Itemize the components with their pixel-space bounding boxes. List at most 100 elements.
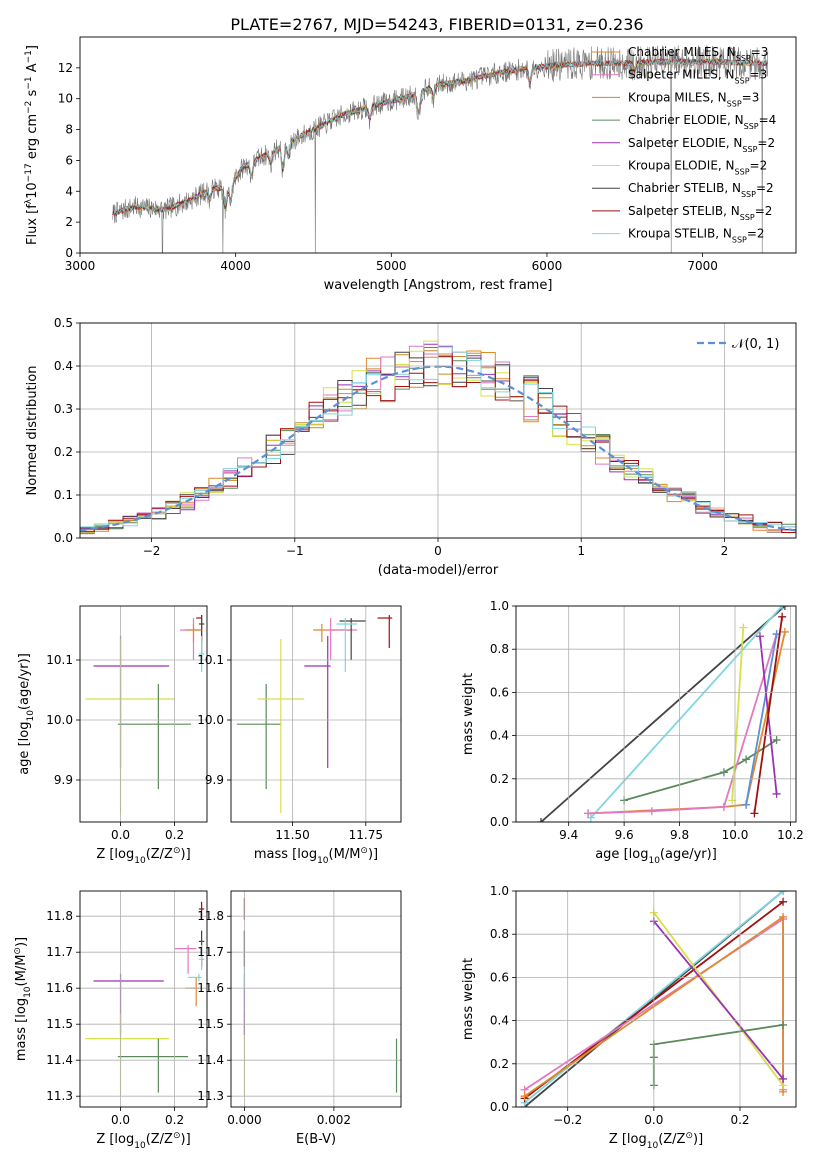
mass-vs-ebv-panel: 0.000 0.002 11.3 11.4 11.5 11.6 11.7 11.8 E(B-V) xyxy=(197,890,402,1147)
y-tick-label: 1.0 xyxy=(490,884,509,898)
y-tick-label: 0.0 xyxy=(490,1100,509,1114)
y-tick-label: 0.4 xyxy=(490,729,509,743)
x-axis-label-part: (age/yr)] xyxy=(660,847,717,862)
x-tick-label: 10.0 xyxy=(722,828,749,842)
x-axis-label: mass [log10(M/M⊙)] xyxy=(254,846,378,866)
y-axis-label-part: λ xyxy=(24,198,34,204)
y-tick-label: 8 xyxy=(65,123,73,137)
legend-suffix: =4 xyxy=(759,113,777,127)
legend-suffix: =3 xyxy=(750,68,768,82)
legend-suffix: =2 xyxy=(756,181,774,195)
x-axis-label: E(B-V) xyxy=(296,1132,336,1147)
x-tick-label: 9.6 xyxy=(615,828,634,842)
y-axis-label-part: (age/yr)] xyxy=(17,653,32,710)
y-tick-label: 11.3 xyxy=(197,1089,224,1103)
x-tick-label: 7000 xyxy=(687,259,718,273)
y-axis-label-part: −2 xyxy=(24,101,34,114)
x-tick-label: 1 xyxy=(577,544,585,558)
x-axis-label-part: (M/M xyxy=(329,847,361,862)
legend-name: Chabrier STELIB, N xyxy=(628,181,741,195)
legend-suffix: =3 xyxy=(751,45,769,59)
weight-marker xyxy=(779,1020,788,1029)
weight-vs-metallicity-panel: −0.2 0.0 0.2 0.0 0.2 0.4 0.6 0.8 1.0 Z [log10(Z/Z… xyxy=(461,884,797,1151)
weight-line xyxy=(588,633,778,815)
x-axis-label-part: 10 xyxy=(134,1141,146,1151)
weight-marker xyxy=(779,1074,788,1083)
y-axis-label-part: age [log xyxy=(17,722,32,775)
x-axis-label-part: 10 xyxy=(648,856,660,866)
weight-line xyxy=(653,920,784,1080)
x-tick-label: 0.0 xyxy=(111,828,130,842)
x-axis-label-part: )] xyxy=(693,1132,703,1147)
y-tick-label: 11.4 xyxy=(197,1053,224,1067)
y-tick-label: 0.2 xyxy=(54,445,73,459)
legend-entry: Chabrier ELODIE, NSSP=4 xyxy=(628,113,776,131)
legend-entry: Salpeter ELODIE, NSSP=2 xyxy=(628,136,775,154)
weight-marker xyxy=(778,612,787,621)
axes-frame xyxy=(79,890,208,1108)
plot-area xyxy=(112,45,769,253)
weight-marker xyxy=(772,789,781,798)
legend-name: Salpeter ELODIE, N xyxy=(628,136,742,150)
legend-sub: SSP xyxy=(740,212,755,221)
x-tick-label: 0.2 xyxy=(165,828,184,842)
x-axis-label: (data-model)/error xyxy=(378,563,499,578)
x-axis-label: Z [log10(Z/Z⊙)] xyxy=(96,846,190,866)
x-axis-label-part: age [log xyxy=(595,847,648,862)
axes-frame xyxy=(230,890,402,1108)
x-tick-label: 0.002 xyxy=(317,1113,351,1127)
y-axis-label: mass [log10(M/M⊙)] xyxy=(13,937,33,1061)
residuals-panel: −2 −1 0 1 2 0.0 0.1 0.2 0.3 0.4 0.5 (data-model)/er… xyxy=(25,316,797,578)
axes-frame xyxy=(515,605,797,823)
observed-spectrum-line xyxy=(112,45,769,253)
x-tick-label: 6000 xyxy=(532,259,563,273)
y-tick-label: 11.8 xyxy=(46,909,73,923)
y-axis-label-part: A xyxy=(25,63,40,76)
x-axis-label-part: 10 xyxy=(134,856,146,866)
x-tick-label: 0.000 xyxy=(227,1113,261,1127)
x-axis-label-part: 10 xyxy=(647,1141,659,1151)
y-axis-label: Normed distribution xyxy=(25,366,40,496)
figure-title: PLATE=2767, MJD=54243, FIBERID=0131, z=0… xyxy=(230,15,643,34)
weight-vs-age-panel: 9.4 9.6 9.8 10.0 10.2 0.0 0.2 0.4 0.6 0.8 1.0 age [… xyxy=(461,599,804,866)
x-tick-label: 11.50 xyxy=(275,828,309,842)
legend-suffix: =2 xyxy=(747,227,765,241)
weight-line xyxy=(753,616,783,814)
y-tick-label: 0.6 xyxy=(490,685,509,699)
weight-line xyxy=(540,606,786,822)
y-tick-label: 11.7 xyxy=(197,945,224,959)
y-axis-label-part: 10 xyxy=(25,182,40,199)
legend-sub: SSP xyxy=(727,99,742,108)
x-tick-label: 2 xyxy=(721,544,729,558)
y-tick-label: 0.1 xyxy=(54,488,73,502)
x-tick-label: 5000 xyxy=(376,259,407,273)
weight-marker xyxy=(739,623,748,632)
x-tick-label: 4000 xyxy=(220,259,251,273)
y-tick-label: 0.6 xyxy=(490,970,509,984)
y-tick-label: 11.5 xyxy=(46,1017,73,1031)
y-tick-label: 11.5 xyxy=(197,1017,224,1031)
x-tick-label: −0.2 xyxy=(553,1113,582,1127)
x-tick-label: 3000 xyxy=(65,259,96,273)
legend-suffix: =3 xyxy=(742,90,760,104)
legend-name: Chabrier ELODIE, N xyxy=(628,113,744,127)
x-axis-label: age [log10(age/yr)] xyxy=(595,847,717,866)
spectrum-panel: 3000 4000 5000 6000 7000 0 2 4 6 8 10 12 wavelength … xyxy=(24,36,797,293)
y-axis-label-part: −17 xyxy=(24,163,34,182)
y-tick-label: 11.8 xyxy=(197,909,224,923)
x-tick-label: −1 xyxy=(286,544,304,558)
x-axis-label-part: ⊙ xyxy=(173,1131,181,1141)
y-tick-label: 2 xyxy=(65,215,73,229)
axes-frame xyxy=(79,36,797,254)
model-spectrum-line xyxy=(112,58,768,217)
weight-marker xyxy=(779,912,788,921)
y-axis-label: age [log10(age/yr)] xyxy=(17,653,36,775)
legend-sub: SSP xyxy=(736,54,751,63)
x-axis-label-part: Z [log xyxy=(609,1132,647,1147)
age-vs-metallicity-panel: 0.0 0.29.910.010.1Z [log10(Z/Z⊙)]age [log… xyxy=(17,605,208,866)
x-axis-label-part: (Z/Z xyxy=(146,1132,173,1147)
x-axis-label-part: ⊙ xyxy=(173,846,181,856)
y-tick-label: 10.0 xyxy=(46,713,73,727)
y-tick-label: 0.0 xyxy=(490,815,509,829)
